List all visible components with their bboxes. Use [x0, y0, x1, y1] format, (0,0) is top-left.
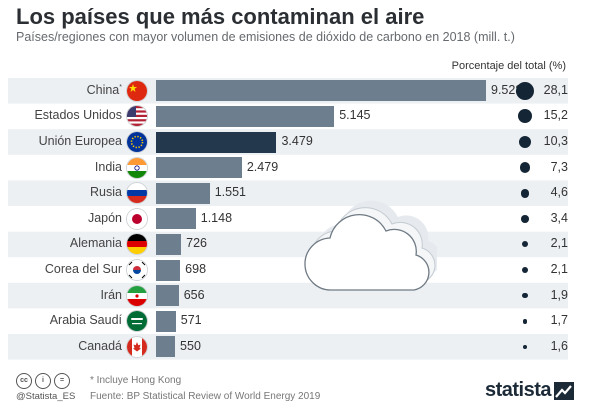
bar — [156, 310, 176, 332]
percent-dot — [516, 81, 534, 100]
row-stripe — [8, 129, 568, 155]
category-label: China* — [86, 82, 122, 97]
bar-value-label: 571 — [180, 313, 202, 328]
percent-label: 1,6 — [550, 338, 568, 353]
category-label: Irán — [100, 287, 122, 302]
bar-value-label: 3.479 — [281, 134, 313, 148]
bar — [156, 131, 277, 153]
percent-label: 1,9 — [550, 287, 568, 302]
row-stripe — [8, 334, 568, 360]
bar-value-label: 1.551 — [214, 185, 246, 200]
percent-dot — [522, 318, 528, 324]
percent-label: 2,1 — [550, 262, 568, 276]
bar-value-label: 1.148 — [200, 210, 233, 225]
bar — [156, 157, 242, 179]
license-icons: cc i = — [16, 373, 70, 389]
logo-text: statista — [484, 379, 552, 401]
category-label: Alemania — [69, 236, 122, 251]
bar-value-label: 726 — [186, 236, 207, 251]
chart-subtitle: Países/regiones con mayor volumen de emi… — [16, 30, 515, 44]
percent-dot — [519, 162, 531, 173]
percent-label: 28,1 — [543, 82, 568, 97]
percent-dot — [520, 188, 530, 198]
percent-label: 10,3 — [543, 134, 568, 148]
bar-value-label: 656 — [183, 287, 205, 302]
no-derivatives-icon: = — [54, 373, 70, 389]
saudi-arabia-flag-icon — [127, 311, 147, 332]
statista-logo: statista — [485, 379, 574, 402]
russia-flag-icon — [127, 183, 147, 204]
percent-dot — [523, 344, 527, 349]
percent-label: 1,7 — [550, 313, 568, 328]
bar — [156, 285, 179, 307]
creative-commons-icon: cc — [16, 373, 32, 389]
category-label: Rusia — [90, 185, 122, 200]
percent-dot — [517, 109, 532, 124]
bar — [156, 105, 335, 127]
south-korea-flag-icon — [127, 260, 147, 280]
attribution-icon: i — [35, 373, 51, 389]
percent-label: 7,3 — [550, 159, 568, 174]
usa-flag-icon — [127, 106, 147, 127]
logo-mark-icon — [554, 381, 574, 400]
iran-flag-icon — [127, 285, 147, 306]
social-handle: @Statista_ES — [16, 391, 76, 402]
percent-label: 15,2 — [543, 108, 568, 123]
percent-label: 2,1 — [550, 236, 568, 251]
percent-label: 4,6 — [550, 185, 568, 200]
india-flag-icon — [127, 157, 147, 178]
category-label: Estados Unidos — [34, 108, 122, 123]
category-label: Arabia Saudí — [49, 313, 122, 328]
bar — [156, 208, 196, 230]
bar — [156, 182, 210, 204]
germany-flag-icon — [127, 234, 147, 255]
percent-dot — [522, 241, 528, 248]
category-label: Unión Europea — [38, 134, 122, 148]
percent-dot — [522, 267, 528, 273]
category-label: India — [94, 159, 122, 174]
bar-value-label: 5.145 — [339, 108, 371, 123]
percent-column-header: Porcentaje del total (%) — [451, 60, 566, 72]
source-note: Fuente: BP Statistical Review of World E… — [90, 391, 321, 402]
row-stripe — [8, 180, 568, 206]
percent-dot — [522, 292, 528, 299]
japan-flag-icon — [127, 208, 147, 229]
cloud-icon — [304, 200, 437, 291]
footnote-marker: * — [119, 83, 122, 91]
bar-value-label: 9.528 — [491, 82, 523, 97]
footnote: * Incluye Hong Kong — [90, 375, 182, 386]
bar-value-label: 2.479 — [246, 159, 279, 174]
chart-title: Los países que más contaminan el aire — [16, 4, 425, 29]
bar — [156, 259, 181, 281]
category-label: Corea del Sur — [44, 262, 122, 276]
bar-value-label: 698 — [185, 262, 207, 276]
bar — [156, 233, 182, 255]
row-stripe — [8, 282, 568, 309]
row-stripe — [8, 231, 568, 258]
bar — [156, 80, 486, 102]
bar-value-label: 550 — [180, 338, 201, 353]
category-label: Canadá — [78, 338, 122, 353]
canada-flag-icon — [127, 336, 147, 357]
percent-dot — [518, 135, 531, 148]
eu-flag-icon — [127, 132, 147, 152]
percent-label: 3,4 — [550, 210, 568, 225]
category-label: Japón — [87, 210, 122, 225]
percent-dot — [521, 214, 529, 223]
china-flag-icon — [127, 80, 147, 101]
bar — [156, 336, 176, 358]
